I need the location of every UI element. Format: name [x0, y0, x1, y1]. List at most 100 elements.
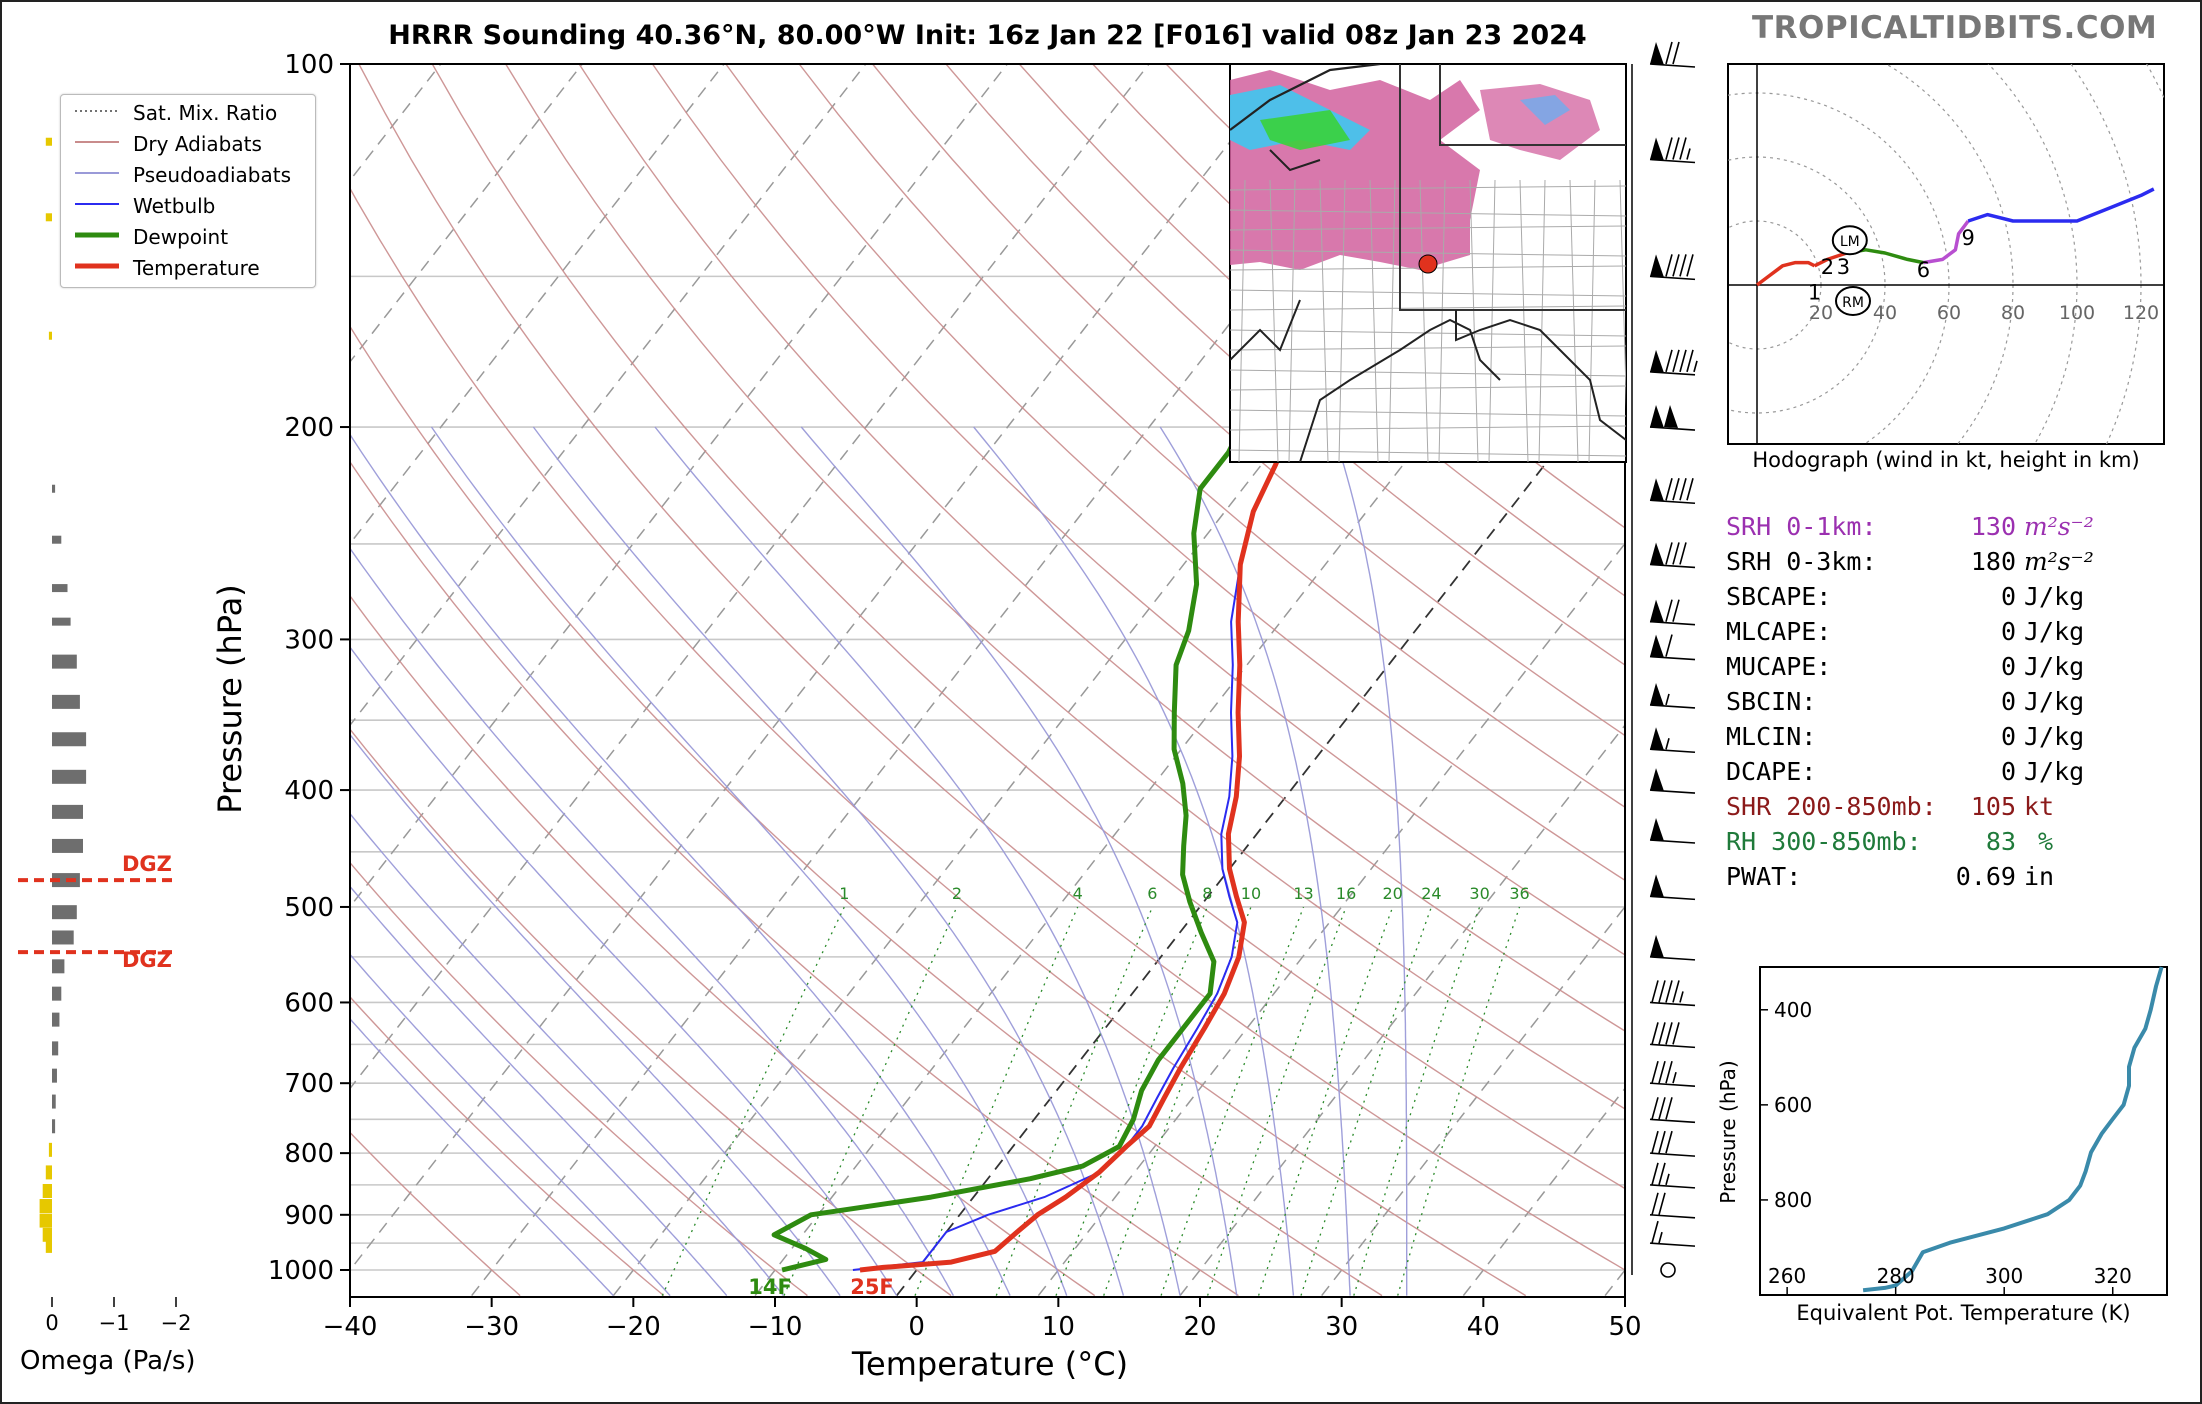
state-border	[1299, 318, 1501, 462]
dry-adiabat-line	[350, 995, 665, 1297]
wind-barb-feather	[1658, 980, 1666, 1003]
wind-barb-feather	[1658, 1162, 1666, 1186]
wind-barb-half-feather	[1693, 360, 1698, 373]
legend-item: Dry Adiabats	[73, 132, 262, 156]
wind-barb-feather	[1665, 478, 1673, 501]
mixing-ratio-label: 6	[1147, 884, 1157, 903]
mixing-ratio-line	[914, 906, 1079, 1296]
wind-barb-feather	[1672, 599, 1680, 622]
wind-barb-feather	[1665, 634, 1673, 657]
pseudoadiabat-line	[350, 885, 728, 1297]
pseudoadiabat-line	[350, 953, 671, 1297]
wind-barb-feather	[1672, 478, 1680, 501]
pseudoadiabat-line	[430, 426, 1068, 1296]
wind-barb-feather	[1672, 254, 1680, 277]
mixing-ratio-label: 1	[839, 884, 849, 903]
x-tick-label: 40	[1467, 1312, 1500, 1342]
skewt-frame	[349, 63, 1626, 1298]
wind-barb-flag	[1650, 818, 1664, 842]
index-value: 180	[1970, 547, 2016, 576]
x-tick-label: −20	[606, 1312, 661, 1342]
wind-barb-feather	[1665, 1130, 1673, 1154]
wind-barb-feather	[1686, 349, 1694, 373]
isotherm-line	[0, 64, 16, 1296]
wind-barb	[1649, 1214, 1696, 1219]
wind-barb-feather	[1658, 1022, 1666, 1045]
index-label: DCAPE:	[1726, 757, 1817, 786]
wind-barb-flag	[1650, 599, 1664, 623]
pseudoadiabat-line	[1331, 426, 1408, 1296]
index-row: DCAPE: 0 J/kg	[1726, 757, 2196, 789]
wind-barb-feather	[1672, 1022, 1680, 1045]
dry-adiabat-line	[358, 64, 1625, 1271]
map-county-line	[1469, 179, 1479, 462]
theta-e-xlabel: Equivalent Pot. Temperature (K)	[1796, 1301, 2131, 1325]
wind-barb-flag	[1650, 768, 1664, 792]
wind-barb-feather	[1672, 41, 1680, 65]
wind-barb-flag	[1650, 634, 1664, 658]
legend-item: Dewpoint	[73, 225, 228, 249]
wind-barb	[1649, 1152, 1696, 1157]
legend: Sat. Mix. Ratio Dry Adiabats Pseudoadiab…	[60, 94, 316, 288]
radar-precip-area	[1520, 95, 1570, 125]
wind-barb-half-feather	[1679, 991, 1684, 1003]
mixing-ratio-label: 13	[1293, 884, 1313, 903]
index-row: SRH 0-3km: 180 m²s⁻²	[1726, 547, 2196, 579]
legend-label: Pseudoadiabats	[133, 163, 292, 187]
index-unit: J/kg	[2024, 722, 2085, 751]
dry-adiabat-line	[350, 325, 1383, 1297]
wind-barb-feather	[1679, 478, 1687, 501]
wind-barb-feather	[1658, 1192, 1666, 1216]
radar-precip-area	[1480, 84, 1600, 160]
legend-label: Temperature	[133, 256, 260, 280]
index-label: SBCAPE:	[1726, 582, 1832, 611]
index-value: 0	[2000, 757, 2016, 786]
map-county-line	[1319, 179, 1329, 462]
index-label: SRH 0-3km:	[1726, 547, 1877, 576]
dgz-label-top: DGZ	[122, 852, 172, 876]
map-county-line	[1230, 329, 1626, 337]
index-unit: %	[2038, 827, 2054, 856]
index-value: 0.69	[1955, 862, 2016, 891]
mixing-ratio-label: 30	[1469, 884, 1489, 903]
map-county-line	[1269, 179, 1279, 462]
isotherm-line	[350, 64, 1008, 908]
map-county-line	[1438, 179, 1446, 462]
map-county-line	[1338, 179, 1346, 462]
wind-barb-feather	[1651, 980, 1659, 1003]
x-tick-label: 50	[1608, 1312, 1641, 1342]
map-county-line	[1569, 179, 1579, 462]
index-value: 130	[1970, 512, 2016, 541]
index-unit: in	[2024, 862, 2055, 891]
wind-barb-flag	[1650, 254, 1664, 278]
wind-barb-flag	[1650, 727, 1664, 751]
index-row: RH 300-850mb: 83%	[1726, 827, 2196, 859]
dry-adiabat-line	[872, 64, 1625, 737]
index-unit: m²s⁻²	[2024, 547, 2094, 576]
dgz-label-bottom: DGZ	[122, 948, 172, 972]
mixing-ratio-line	[1257, 906, 1394, 1296]
map-county-line	[1230, 385, 1626, 391]
mixing-ratio-line	[1206, 906, 1347, 1296]
wind-barb-feather	[1679, 254, 1687, 277]
pseudoadiabat-line	[800, 426, 1238, 1296]
wind-barb-feather	[1672, 980, 1680, 1003]
index-value: 105	[1970, 792, 2016, 821]
wind-barb-feather	[1672, 349, 1680, 373]
index-label: MUCAPE:	[1726, 652, 1832, 681]
legend-item: Temperature	[73, 256, 260, 280]
map-county-line	[1369, 179, 1379, 462]
wind-barb-flag	[1650, 542, 1664, 566]
wind-barb-feather	[1679, 137, 1687, 160]
wind-barb-half-feather	[1665, 693, 1670, 706]
wind-barb-feather	[1651, 1097, 1659, 1120]
index-label: MLCAPE:	[1726, 617, 1832, 646]
isotherm-line	[1321, 905, 1625, 1297]
wind-barb-feather	[1665, 1022, 1673, 1045]
dry-adiabat-line	[350, 187, 1527, 1297]
index-value: 0	[2000, 617, 2016, 646]
mixing-ratio-label: 20	[1382, 884, 1402, 903]
wind-barb-half-feather	[1665, 1173, 1670, 1186]
state-border	[1439, 64, 1626, 146]
dry-adiabat-line	[350, 861, 808, 1297]
